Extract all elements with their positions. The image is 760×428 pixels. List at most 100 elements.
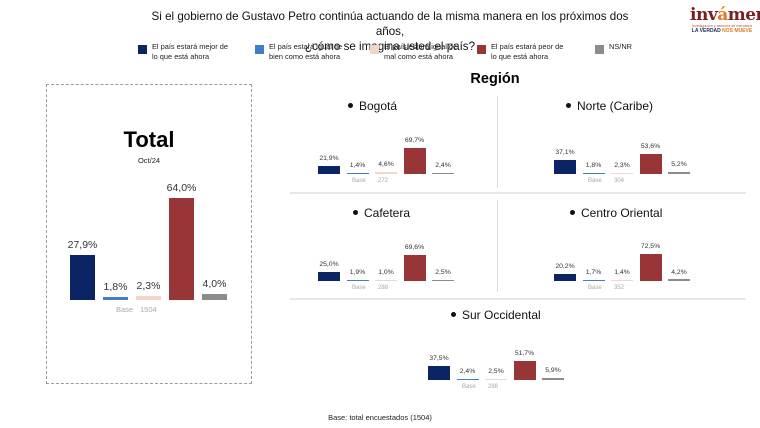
logo-slogan-accent: NOS MUEVE (722, 28, 753, 34)
bar-bogota-igual-bien (346, 173, 369, 174)
legend-swatch (595, 45, 604, 54)
legend-label-line: NS/NR (609, 42, 632, 51)
bar-cafetera-igual-mal (375, 280, 397, 281)
data-label-bogota-peor: 69,7% (404, 137, 425, 145)
logo-brand-part: inv (690, 5, 718, 25)
panel-title-text: Bogotá (359, 99, 398, 113)
legend-label-line: El país estará igual de (269, 42, 343, 51)
legend-label-line: mal como está ahora (384, 52, 454, 61)
data-label-cafetera-mejor: 25,0% (319, 260, 339, 268)
legend-swatch (255, 45, 264, 54)
legend-item-igual-mal: El país estará igual de mal como está aho… (370, 42, 457, 62)
data-label-sur-occidental-nsnr: 5,9% (545, 366, 561, 374)
bar-sur-occidental-peor (513, 360, 536, 380)
legend-item-mejor: El país estará mejor de lo que está ahora (138, 42, 228, 62)
bar-total-igual-mal (136, 296, 161, 300)
legend-swatch (370, 45, 379, 54)
data-label-centro-oriental-mejor: 20,2% (555, 262, 575, 270)
footer-base-note: Base: total encuestados (1504) (328, 413, 432, 422)
legend-item-nsnr: NS/NR (595, 42, 632, 54)
divider-horizontal (290, 298, 746, 300)
data-label-sur-occidental-igual-bien: 2,4% (459, 368, 476, 376)
base-label-total: Base (116, 305, 134, 314)
legend-label-line: lo que está ahora (152, 52, 210, 61)
panel-title-bogota: Bogotá (348, 99, 397, 113)
data-label-centro-oriental-peor: 72,5% (640, 243, 661, 251)
legend-swatch (477, 45, 486, 54)
bullet-icon (570, 210, 575, 216)
panel-title-sur-occidental: Sur Occidental (451, 308, 541, 322)
base-label-sur-occidental: Base (462, 384, 476, 390)
bar-cafetera-igual-bien (346, 280, 369, 281)
total-title: Total (123, 127, 175, 152)
bar-cafetera-mejor (318, 271, 340, 281)
data-label-norte-caribe-nsnr: 5,2% (671, 161, 687, 169)
bar-centro-oriental-peor (639, 254, 662, 281)
bar-norte-caribe-peor (639, 154, 662, 174)
total-panel: Total Oct/24 (46, 84, 252, 384)
data-label-total-igual-bien: 1,8% (103, 280, 128, 293)
data-label-norte-caribe-igual-bien: 1,8% (585, 162, 602, 170)
total-period: Oct/24 (137, 156, 161, 165)
panel-title-text: Centro Oriental (581, 206, 663, 220)
bar-norte-caribe-igual-mal (611, 173, 633, 174)
logo-tagline: Investigación y asesoría de mercados (691, 24, 753, 28)
legend-label-line: El país estará mejor de (152, 42, 228, 51)
legend-label: El país estará mejor de lo que está ahora (152, 42, 228, 62)
invamer-logo: invámer Investigación y asesoría de merc… (690, 5, 760, 35)
panel-title-text: Norte (Caribe) (577, 99, 654, 113)
base-value-norte-caribe: 304 (614, 178, 625, 184)
bar-bogota-igual-mal (375, 172, 397, 174)
logo-brand-part: mer (727, 5, 760, 25)
data-label-bogota-igual-bien: 1,4% (349, 162, 366, 170)
data-label-centro-oriental-nsnr: 4,2% (671, 268, 687, 276)
legend-label-line: El país estará peor de (491, 42, 564, 51)
data-label-total-peor: 64,0% (166, 181, 197, 194)
bar-total-mejor (70, 255, 95, 300)
bar-cafetera-peor (403, 255, 426, 281)
bar-total-igual-bien (103, 297, 128, 300)
logo-slogan: LA VERDAD NOS MUEVE (690, 28, 754, 35)
bullet-icon (348, 103, 353, 109)
panel-title-cafetera: Cafetera (353, 206, 410, 220)
divider-horizontal (290, 192, 746, 194)
base-label-cafetera: Base (352, 285, 366, 291)
base-value-centro-oriental: 352 (614, 285, 625, 291)
data-label-bogota-igual-mal: 4,6% (378, 161, 394, 169)
bar-sur-occidental-igual-bien (456, 379, 479, 380)
data-label-norte-caribe-igual-mal: 2,3% (614, 162, 630, 170)
bar-centro-oriental-igual-mal (611, 280, 633, 281)
question-title-line1: Si el gobierno de Gustavo Petro continúa… (151, 10, 629, 38)
bar-bogota-nsnr (432, 173, 454, 174)
divider-vertical (497, 96, 498, 188)
bar-centro-oriental-mejor (554, 273, 576, 281)
bar-sur-occidental-igual-mal (485, 379, 507, 380)
question-title-line2: ¿cómo se imagina usted el país? (304, 40, 476, 53)
data-label-total-nsnr: 4,0% (202, 277, 227, 290)
data-label-bogota-mejor: 21,9% (319, 155, 339, 163)
logo-slogan-part: LA VERDAD (691, 28, 723, 34)
base-label-centro-oriental: Base (588, 285, 602, 291)
bar-norte-caribe-mejor (554, 160, 576, 174)
legend-swatch (138, 45, 147, 54)
divider-vertical (497, 200, 498, 292)
legend-label: NS/NR (609, 42, 632, 52)
base-value-total: 1504 (140, 305, 157, 314)
bar-total-nsnr (202, 293, 227, 300)
data-label-centro-oriental-igual-bien: 1,7% (585, 269, 602, 277)
data-label-sur-occidental-mejor: 37,5% (429, 355, 449, 363)
data-label-bogota-nsnr: 2,4% (435, 162, 451, 170)
panel-title-text: Sur Occidental (462, 308, 541, 322)
data-label-total-igual-mal: 2,3% (136, 280, 161, 293)
legend-label: El país estará igual de mal como está aho… (384, 42, 457, 62)
data-label-cafetera-igual-bien: 1,9% (349, 269, 366, 277)
bar-norte-caribe-nsnr (668, 172, 690, 174)
region-heading: Región (470, 71, 520, 87)
bullet-icon (566, 103, 571, 109)
bar-norte-caribe-igual-bien (582, 173, 605, 174)
bullet-icon (451, 312, 456, 318)
logo-brand-accent: á (717, 5, 728, 25)
legend-label-line: lo que está ahora (491, 52, 549, 61)
base-value-cafetera: 288 (378, 285, 389, 291)
data-label-sur-occidental-igual-mal: 2,5% (488, 368, 504, 376)
